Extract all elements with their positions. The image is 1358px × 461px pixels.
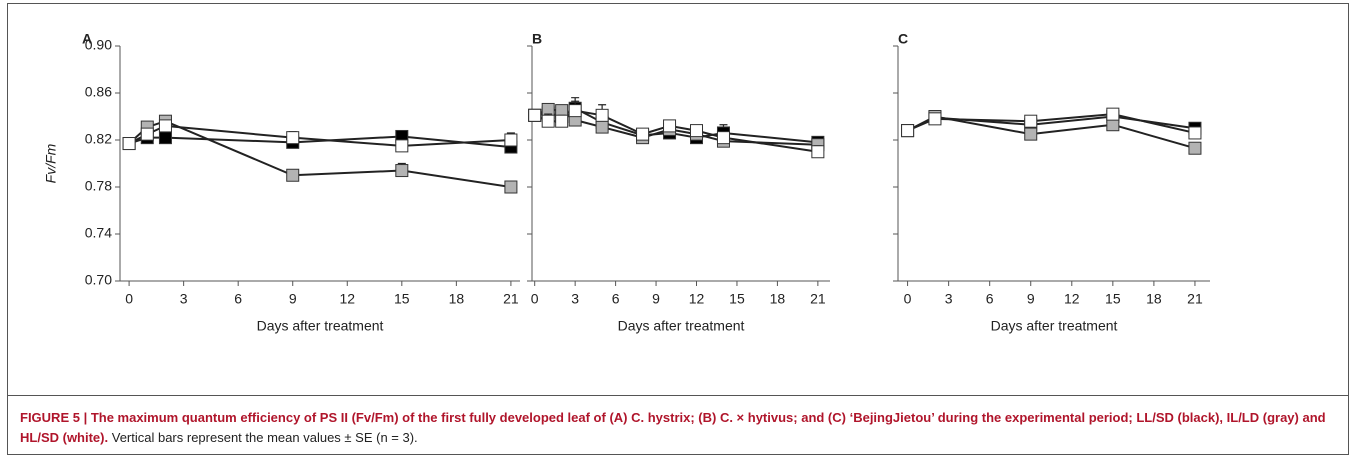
marker [158, 119, 172, 133]
series-line [534, 107, 818, 144]
x-tick-label: 15 [394, 291, 410, 307]
caption-bold: FIGURE 5 | The maximum quantum efficienc… [20, 410, 1326, 445]
y-axis-label: Fv/Fm [43, 143, 59, 183]
marker [158, 131, 172, 145]
x-tick-label: 18 [449, 291, 465, 307]
marker [595, 120, 609, 134]
series-line [534, 109, 819, 153]
series-line [534, 108, 818, 146]
marker [504, 180, 518, 194]
caption-text: Vertical bars represent the mean values … [111, 430, 418, 445]
x-tick-label: 0 [125, 291, 133, 307]
marker [690, 124, 704, 138]
x-tick-label: 3 [571, 291, 579, 307]
y-tick-label: 0.70 [85, 272, 112, 288]
caption: FIGURE 5 | The maximum quantum efficienc… [20, 408, 1340, 448]
marker [595, 108, 609, 122]
x-tick-label: 0 [531, 291, 539, 307]
marker [286, 131, 300, 145]
marker [122, 137, 136, 151]
marker [568, 104, 582, 118]
x-tick-label: 3 [180, 291, 188, 307]
y-tick-label: 0.90 [85, 37, 112, 53]
x-tick-label: 3 [945, 291, 953, 307]
marker [140, 127, 154, 141]
marker [504, 133, 518, 147]
x-tick-label: 12 [689, 291, 705, 307]
y-tick-label: 0.86 [85, 84, 112, 100]
y-tick-label: 0.78 [85, 178, 112, 194]
x-axis-label: Days after treatment [991, 318, 1118, 334]
separator [7, 395, 1349, 396]
x-tick-label: 6 [234, 291, 242, 307]
chart: A 0.70 0.74 0.78 0.82 0.86 0.90 0 3 6 9 12 15 18 21 Day… [43, 31, 1210, 334]
marker [811, 145, 825, 159]
marker [1024, 114, 1038, 128]
y-tick-label: 0.82 [85, 131, 112, 147]
x-tick-label: 21 [1187, 291, 1203, 307]
x-tick-label: 9 [652, 291, 660, 307]
marker [395, 139, 409, 153]
x-axis-label: Days after treatment [618, 318, 745, 334]
x-tick-label: 0 [904, 291, 912, 307]
x-tick-label: 6 [612, 291, 620, 307]
marker [395, 164, 409, 178]
panel-label: B [532, 31, 542, 47]
marker [541, 114, 555, 128]
marker [1024, 127, 1038, 141]
x-tick-label: 9 [1027, 291, 1035, 307]
marker [1188, 126, 1202, 140]
series-line [128, 135, 512, 149]
marker [663, 119, 677, 133]
x-tick-label: 15 [1105, 291, 1121, 307]
marker [636, 127, 650, 141]
x-axis-label: Days after treatment [257, 318, 384, 334]
x-tick-label: 18 [770, 291, 786, 307]
panel-label: C [898, 31, 908, 47]
x-tick-label: 21 [810, 291, 826, 307]
series-line [128, 120, 512, 188]
marker [716, 131, 730, 145]
x-tick-label: 9 [289, 291, 297, 307]
series-line [128, 124, 511, 147]
x-tick-label: 21 [503, 291, 519, 307]
y-tick-label: 0.74 [85, 225, 112, 241]
x-tick-label: 6 [986, 291, 994, 307]
marker [286, 168, 300, 182]
figure-frame [7, 3, 1349, 455]
x-tick-label: 12 [1064, 291, 1080, 307]
marker [555, 114, 569, 128]
panel-label: A [82, 31, 92, 47]
x-tick-label: 12 [339, 291, 355, 307]
marker [528, 108, 542, 122]
marker [901, 124, 915, 138]
marker [1106, 107, 1120, 121]
x-tick-label: 18 [1146, 291, 1162, 307]
x-tick-label: 15 [729, 291, 745, 307]
marker [928, 112, 942, 126]
marker [1188, 141, 1202, 155]
